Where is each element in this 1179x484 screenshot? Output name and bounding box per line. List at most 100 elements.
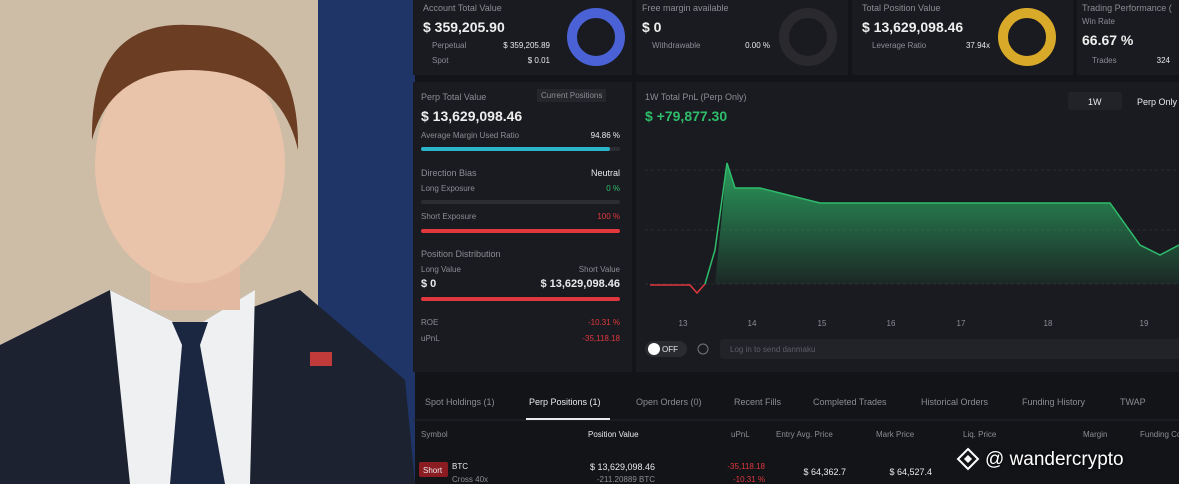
x-tick-label: 15 <box>817 319 827 328</box>
card-title: Account Total Value <box>423 3 502 13</box>
tab[interactable]: Funding History <box>1022 397 1086 407</box>
value: -10.31 % <box>587 318 620 327</box>
label: Short Exposure <box>421 212 477 221</box>
upnl: -35,118.18 <box>727 462 765 471</box>
row-value: 37.94x <box>965 41 990 50</box>
mode: Cross 40x <box>452 475 489 484</box>
card-value: 66.67 % <box>1082 32 1134 48</box>
row-value: $ 359,205.89 <box>503 41 550 50</box>
label: Short Value <box>578 265 620 274</box>
short-bar <box>421 229 620 233</box>
upnl-pct: -10.31 % <box>732 475 765 484</box>
value: Neutral <box>590 168 620 178</box>
row-value: 0.00 % <box>745 41 770 50</box>
button[interactable]: Current Positions <box>537 89 607 102</box>
donut <box>779 8 837 66</box>
row-value: $ 0.01 <box>527 56 550 65</box>
x-tick-label: 14 <box>747 319 757 328</box>
panel-value: $ +79,877.30 <box>645 108 728 124</box>
watermark-icon <box>956 447 980 471</box>
danmaku-input[interactable] <box>720 339 1179 359</box>
value: $ 0 <box>421 278 437 290</box>
pnl-line-neg <box>650 283 706 295</box>
panel-title: Perp Total Value <box>421 92 487 102</box>
label: uPnL <box>421 334 440 343</box>
mark-price: $ 64,527.4 <box>889 467 932 477</box>
filter[interactable]: Perp Only <box>1137 97 1178 107</box>
pnl-area <box>715 163 1179 284</box>
toggle-knob <box>648 343 660 355</box>
icon <box>697 343 709 355</box>
panel-value: $ 13,629,098.46 <box>421 108 523 124</box>
long-bar <box>421 200 620 204</box>
value: -35,118.18 <box>582 334 620 343</box>
x-tick-label: 13 <box>678 319 688 328</box>
position-value: $ 13,629,098.46 <box>589 462 655 472</box>
tab[interactable]: Open Orders (0) <box>636 397 702 407</box>
side: Short <box>423 466 443 475</box>
label: Long Exposure <box>421 184 475 193</box>
x-tick-label: 17 <box>956 319 966 328</box>
row-label: Withdrawable <box>652 41 701 50</box>
toggle-label: OFF <box>662 345 678 354</box>
x-tick-label: 19 <box>1139 319 1149 328</box>
tab[interactable]: Spot Holdings (1) <box>425 397 495 407</box>
row-label: Leverage Ratio <box>872 41 927 50</box>
card-title: Free margin available <box>642 3 729 13</box>
card-subtitle: Win Rate <box>1082 17 1115 26</box>
distribution-bar <box>421 297 620 301</box>
column-header: Margin <box>1083 430 1108 439</box>
tab[interactable]: Completed Trades <box>813 397 887 407</box>
card-value: $ 13,629,098.46 <box>862 19 964 35</box>
tab[interactable]: Historical Orders <box>921 397 989 407</box>
label: Direction Bias <box>421 168 477 178</box>
tab[interactable]: Recent Fills <box>734 397 782 407</box>
label: Long Value <box>421 265 461 274</box>
x-tick-label: 16 <box>886 319 896 328</box>
label: Position Distribution <box>421 249 501 259</box>
face <box>95 47 285 283</box>
watermark: @ wandercrypto <box>985 449 1124 470</box>
value: 0 % <box>606 184 620 193</box>
column-header: Mark Price <box>876 430 915 439</box>
row-value: 324 <box>1156 56 1170 65</box>
period-button[interactable] <box>1068 92 1122 110</box>
size: -211.20889 BTC <box>596 475 655 484</box>
label: Average Margin Used Ratio <box>421 131 520 140</box>
card-title: Total Position Value <box>862 3 941 13</box>
column-header: uPnL <box>731 430 750 439</box>
label: ROE <box>421 318 439 327</box>
card-title: Trading Performance ( <box>1082 3 1172 13</box>
input-placeholder: Log in to send danmaku <box>730 345 816 354</box>
tie <box>170 322 225 484</box>
donut <box>998 8 1056 66</box>
card-value: $ 0 <box>642 19 662 35</box>
symbol: BTC <box>452 462 468 471</box>
column-header: Funding Co <box>1140 430 1179 439</box>
column-header: Liq. Price <box>963 430 997 439</box>
donut <box>567 8 625 66</box>
photo <box>0 0 415 484</box>
column-header: Symbol <box>421 430 448 439</box>
margin-bar <box>421 147 610 151</box>
card <box>1077 0 1179 75</box>
hair <box>91 24 299 150</box>
row-label: Perpetual <box>432 41 467 50</box>
pin <box>310 352 332 366</box>
card-value: $ 359,205.90 <box>423 19 505 35</box>
tab[interactable]: Perp Positions (1) <box>529 397 601 407</box>
value: 100 % <box>597 212 620 221</box>
perp-panel <box>413 82 632 372</box>
panel-title: 1W Total PnL (Perp Only) <box>645 92 747 102</box>
value: $ 13,629,098.46 <box>540 278 620 290</box>
pnl-line <box>704 162 1179 285</box>
tab[interactable]: TWAP <box>1120 397 1146 407</box>
row-label: Trades <box>1092 56 1117 65</box>
column-header: Entry Avg. Price <box>776 430 833 439</box>
column-header: Position Value <box>588 430 639 439</box>
side-badge <box>419 462 448 477</box>
row-label: Spot <box>432 56 449 65</box>
period[interactable]: 1W <box>1088 97 1102 107</box>
entry-price: $ 64,362.7 <box>803 467 846 477</box>
